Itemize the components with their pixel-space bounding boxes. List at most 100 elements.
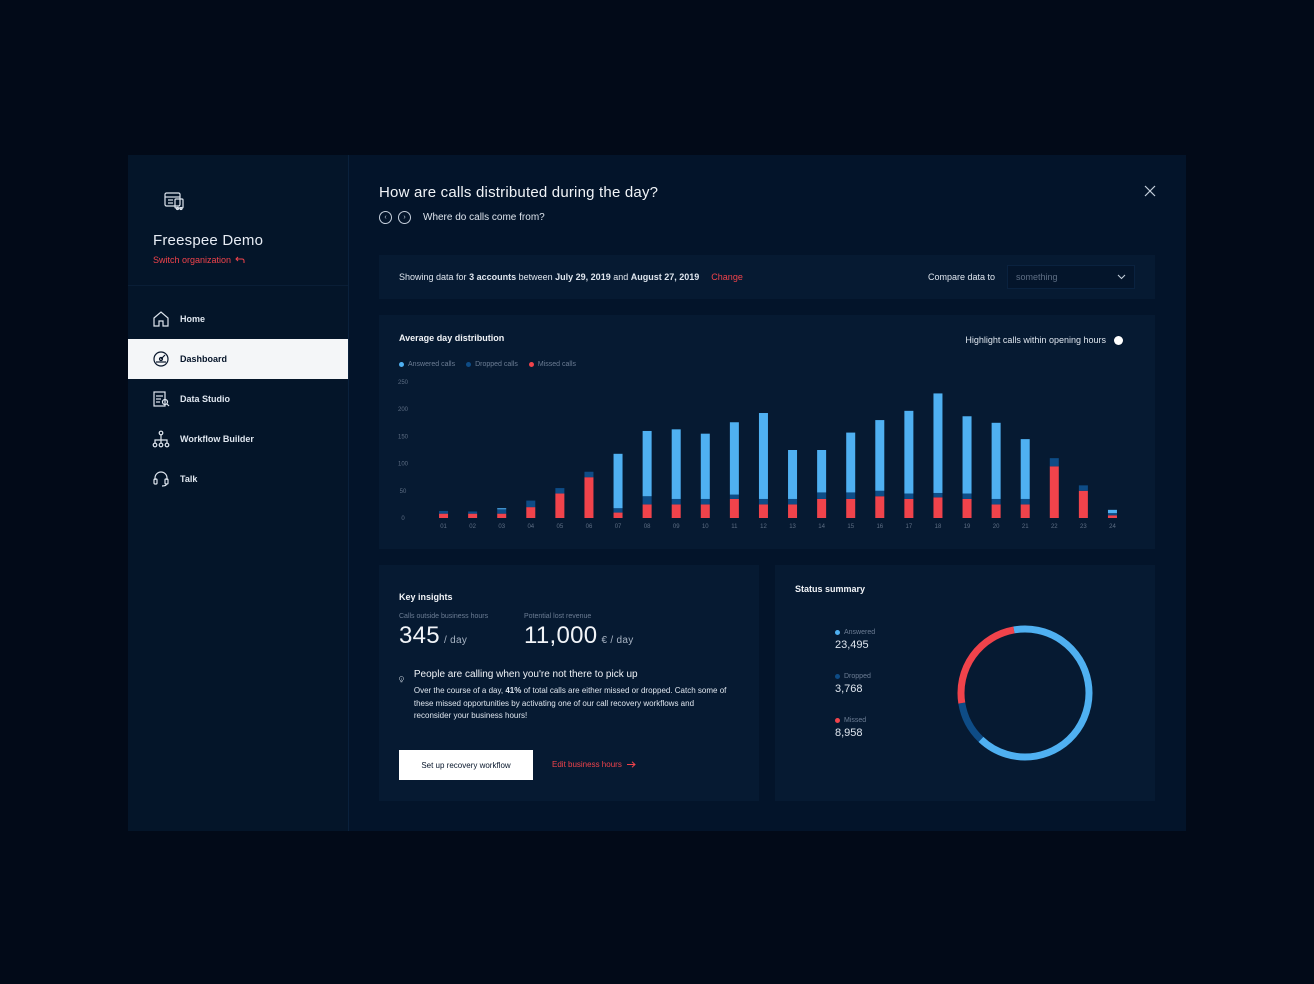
- bar-segment-dropped-calls: [497, 509, 507, 514]
- page-title: How are calls distributed during the day…: [379, 184, 659, 201]
- sidebar-item-label: Workflow Builder: [180, 434, 254, 444]
- x-tick-label: 05: [557, 524, 564, 530]
- dashboard-icon: [153, 351, 169, 367]
- bar-segment-answered-calls: [497, 508, 507, 510]
- compare-dropdown[interactable]: something: [1007, 265, 1135, 289]
- status-dropped: Dropped 3,768: [835, 673, 871, 695]
- setup-recovery-workflow-button[interactable]: Set up recovery workflow: [399, 750, 533, 780]
- status-dot: [835, 630, 840, 635]
- bar-segment-answered-calls: [1020, 439, 1030, 499]
- compare-label: Compare data to: [927, 272, 995, 282]
- question-nav: ‹ › Where do calls come from?: [379, 211, 545, 224]
- switch-organization-link[interactable]: Switch organization: [153, 255, 348, 265]
- x-tick-label: 09: [673, 524, 680, 530]
- sidebar-item-label: Data Studio: [180, 394, 231, 404]
- x-tick-label: 04: [527, 524, 534, 530]
- metric-lost-revenue: Potential lost revenue 11,000 € / day: [524, 613, 634, 650]
- x-tick-label: 24: [1109, 524, 1116, 530]
- next-question-button[interactable]: ›: [398, 211, 411, 224]
- switch-arrow-icon: [235, 256, 245, 263]
- bar-segment-dropped-calls: [700, 498, 710, 505]
- lightbulb-icon: [399, 676, 404, 683]
- bar-segment-missed-calls: [468, 513, 478, 518]
- bar-segment-dropped-calls: [1020, 498, 1030, 505]
- bar-segment-dropped-calls: [904, 493, 914, 499]
- change-filter-link[interactable]: Change: [711, 272, 743, 282]
- metric-value-row: 11,000 € / day: [524, 622, 634, 650]
- stat-label-row: Missed: [835, 717, 866, 724]
- x-tick-label: 19: [964, 524, 971, 530]
- bar-segment-missed-calls: [846, 498, 856, 518]
- donut-segment-answered: [957, 625, 1093, 761]
- org-block: Freespee Demo Switch organization: [153, 189, 348, 265]
- metric-value: 11,000: [524, 622, 598, 649]
- bar-segment-answered-calls: [700, 433, 710, 499]
- next-question-link[interactable]: Where do calls come from?: [423, 212, 545, 223]
- key-insights-card: Key insights Calls outside business hour…: [379, 565, 759, 801]
- x-tick-label: 07: [615, 524, 622, 530]
- stat-value: 3,768: [835, 683, 863, 695]
- filter-summary: Showing data for 3 accounts between July…: [399, 272, 699, 282]
- insights-title: Key insights: [399, 592, 453, 602]
- legend-dot: [528, 362, 534, 367]
- bar-segment-dropped-calls: [671, 498, 681, 505]
- stat-label: Missed: [844, 717, 867, 724]
- bar-segment-answered-calls: [904, 410, 914, 494]
- sidebar-nav: Home Dashboard: [128, 299, 348, 499]
- message-body: Over the course of a day, 41% of total c…: [414, 685, 729, 723]
- previous-question-button[interactable]: ‹: [379, 211, 392, 224]
- highlight-toggle[interactable]: [1114, 335, 1123, 345]
- bar-segment-dropped-calls: [817, 492, 827, 499]
- bar-segment-missed-calls: [933, 497, 943, 518]
- bar-segment-answered-calls: [933, 393, 943, 493]
- highlight-toggle-row: Highlight calls within opening hours: [965, 335, 1123, 345]
- bar-segment-missed-calls: [788, 504, 798, 518]
- sidebar-item-talk[interactable]: Talk: [128, 459, 348, 499]
- bar-segment-missed-calls: [497, 513, 507, 518]
- x-tick-label: 01: [440, 524, 447, 530]
- legend-item-answered: Answered calls: [399, 361, 455, 368]
- legend-label: Answered calls: [408, 361, 456, 368]
- filter-between: between: [518, 272, 553, 282]
- legend-dot: [466, 362, 472, 367]
- legend-label: Dropped calls: [475, 361, 518, 368]
- message-percent: 41%: [505, 686, 522, 695]
- bar-segment-dropped-calls: [933, 492, 943, 498]
- close-icon[interactable]: [1142, 183, 1158, 199]
- status-dot: [835, 718, 840, 723]
- bar-segment-dropped-calls: [468, 511, 478, 514]
- chevron-right-icon: ›: [403, 214, 406, 221]
- filter-prefix: Showing data for: [399, 272, 467, 282]
- sidebar-item-dashboard[interactable]: Dashboard: [128, 339, 348, 379]
- sidebar-item-label: Talk: [180, 474, 198, 484]
- metric-value: 345: [399, 622, 440, 649]
- metric-outside-hours: Calls outside business hours 345 / day: [399, 613, 488, 650]
- edit-business-hours-link[interactable]: Edit business hours: [552, 760, 636, 769]
- status-dot: [835, 674, 840, 679]
- bar-segment-dropped-calls: [584, 471, 594, 478]
- bar-segment-missed-calls: [642, 504, 652, 518]
- chart-legend: Answered calls Dropped calls Missed call…: [399, 361, 576, 368]
- bar-segment-answered-calls: [642, 430, 652, 497]
- bar-chart: 0 50 100 150 200 250 01 02 03 04 05 06 07 08 09 10 11 12 1…: [398, 380, 1117, 530]
- x-tick-label: 11: [731, 524, 738, 530]
- status-missed: Missed 8,958: [835, 717, 866, 739]
- x-tick-label: 15: [847, 524, 854, 530]
- status-answered: Answered 23,495: [835, 629, 875, 651]
- org-name: Freespee Demo: [153, 232, 264, 249]
- metric-unit: € / day: [601, 635, 634, 646]
- highlight-label: Highlight calls within opening hours: [965, 335, 1106, 345]
- bar-segment-dropped-calls: [846, 492, 856, 499]
- legend-item-dropped: Dropped calls: [466, 361, 518, 368]
- sidebar-item-workflow-builder[interactable]: Workflow Builder: [128, 419, 348, 459]
- x-tick-label: 20: [993, 524, 1000, 530]
- sidebar-item-data-studio[interactable]: Data Studio: [128, 379, 348, 419]
- bar-segment-missed-calls: [526, 507, 536, 518]
- filter-and: and: [613, 272, 629, 282]
- switch-organization-label: Switch organization: [153, 255, 232, 265]
- x-tick-label: 23: [1080, 524, 1087, 530]
- bar-segment-missed-calls: [439, 513, 449, 518]
- bar-segment-missed-calls: [555, 493, 565, 518]
- chart-title: Average day distribution: [399, 333, 505, 343]
- sidebar-item-home[interactable]: Home: [128, 299, 348, 339]
